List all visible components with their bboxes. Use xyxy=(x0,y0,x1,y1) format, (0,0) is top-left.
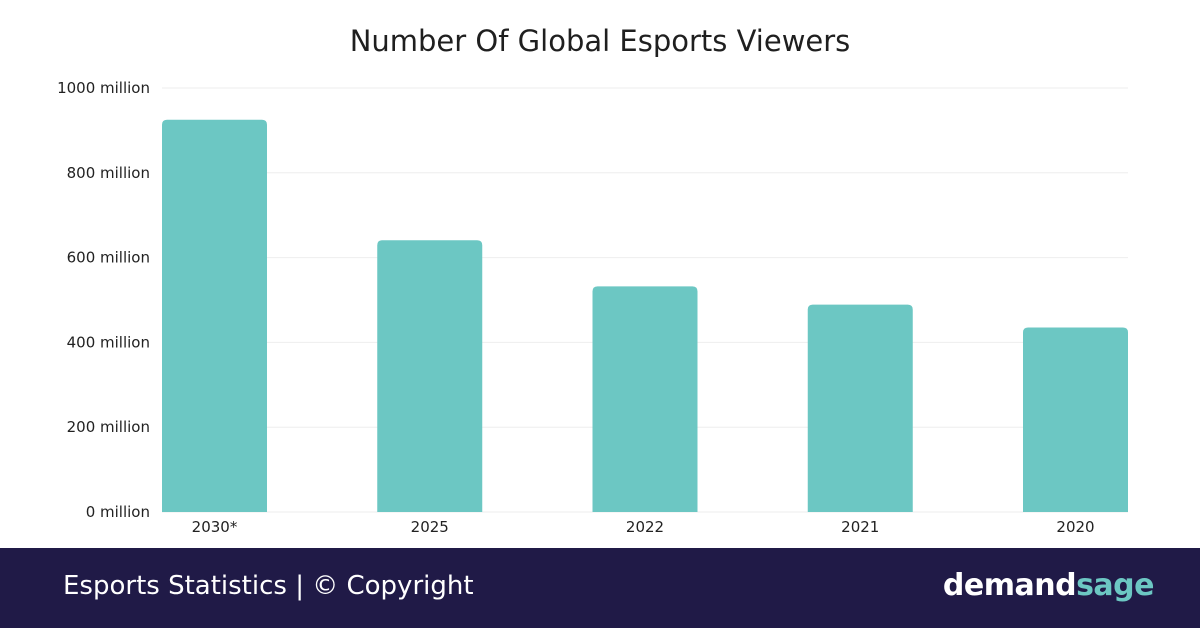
y-tick-label: 200 million xyxy=(67,418,150,436)
y-tick-label: 0 million xyxy=(86,503,150,521)
y-tick-label: 800 million xyxy=(67,164,150,182)
bar xyxy=(377,240,483,512)
footer-text: Esports Statistics | © Copyright xyxy=(63,571,474,601)
footer-bar: Esports Statistics | © Copyright demands… xyxy=(0,548,1200,628)
y-tick-label: 400 million xyxy=(67,333,150,351)
bars xyxy=(162,119,1128,513)
x-tick-label: 2022 xyxy=(626,518,664,536)
y-axis-ticks: 0 million 200 million 400 million 600 milli… xyxy=(57,79,150,521)
bar xyxy=(1023,327,1128,512)
brand-logo: demandsage xyxy=(942,568,1155,603)
brand-logo-part2: sage xyxy=(1076,568,1154,603)
x-tick-label: 2030* xyxy=(192,518,238,536)
bar xyxy=(162,119,267,513)
y-tick-label: 1000 million xyxy=(57,79,150,97)
bar xyxy=(592,286,698,512)
y-tick-label: 600 million xyxy=(67,249,150,267)
x-tick-label: 2020 xyxy=(1056,518,1094,536)
x-axis-ticks: 2030* 2025 2022 2021 2020 xyxy=(192,518,1095,536)
x-tick-label: 2021 xyxy=(841,518,879,536)
chart-title: Number Of Global Esports Viewers xyxy=(349,24,851,58)
bar xyxy=(807,304,913,512)
brand-logo-part1: demand xyxy=(942,568,1077,603)
x-tick-label: 2025 xyxy=(411,518,449,536)
bar-chart: 0 million 200 million 400 million 600 milli… xyxy=(57,79,1128,536)
